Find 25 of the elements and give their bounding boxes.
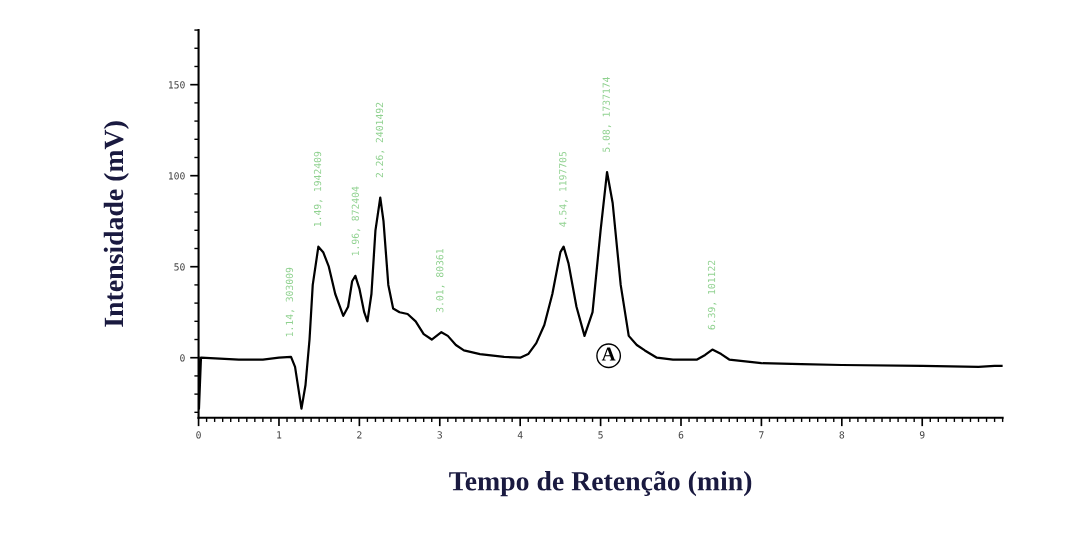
annotation: 5.08, 1737174: [602, 76, 612, 152]
y-axis-title: Intensidade (mV): [103, 121, 129, 327]
x-tick-label: 9: [919, 431, 925, 439]
annotation: 1.96, 872404: [351, 186, 361, 256]
annotation: A: [601, 347, 616, 361]
annotation: 6.39, 101122: [707, 260, 717, 330]
annotation: 2.26, 2401492: [375, 102, 385, 178]
x-tick-label: 0: [196, 431, 201, 439]
y-tick-label: 150: [168, 81, 185, 89]
x-tick-label: 4: [517, 431, 523, 439]
y-tick-label: 0: [180, 354, 185, 362]
y-tick-label: 100: [168, 172, 185, 180]
annotation: 4.54, 1197705: [559, 151, 568, 227]
annotation: 3.01, 80361: [436, 249, 445, 313]
x-tick-label: 6: [678, 431, 684, 439]
x-tick-label: 7: [759, 431, 764, 439]
x-tick-label: 8: [839, 431, 845, 439]
annotation: 1.14, 303009: [285, 267, 295, 337]
x-tick-label: 2: [357, 431, 362, 439]
x-axis-title: Tempo de Retenção (min): [449, 471, 752, 497]
x-tick-label: 3: [437, 431, 442, 439]
annotation: 1.49, 1942409: [313, 151, 323, 227]
y-tick-label: 50: [174, 263, 185, 271]
x-tick-label: 5: [598, 431, 603, 439]
x-tick-label: 1: [277, 431, 282, 439]
